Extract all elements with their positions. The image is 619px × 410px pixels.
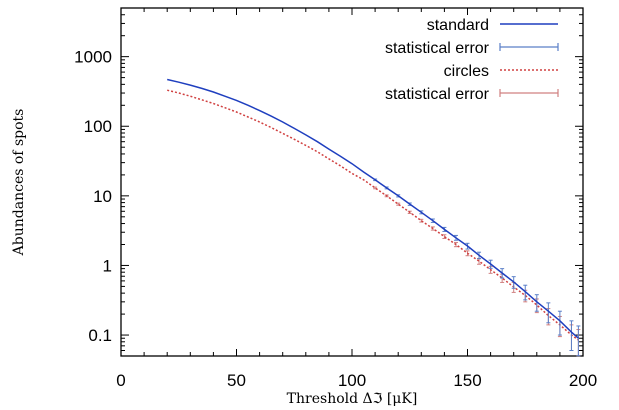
axis-ticks: 0 50 100 150 200 0.1 1 10 100 1000 — [74, 8, 597, 390]
x-tick-label: 200 — [569, 371, 597, 390]
y-tick-label: 1 — [103, 256, 112, 275]
y-tick-label: 10 — [93, 187, 112, 206]
legend-label-standard: standard — [427, 17, 489, 34]
x-axis-label: Threshold Δℑ [μK] — [287, 391, 418, 407]
y-axis-label: Abundances of spots — [11, 109, 27, 257]
x-tick-label: 150 — [453, 371, 481, 390]
series-line — [167, 78, 579, 339]
legend-label-standard-error: statistical error — [385, 40, 490, 57]
x-tick-label: 100 — [338, 371, 366, 390]
y-tick-label: 1000 — [74, 48, 112, 67]
series-standard — [167, 78, 581, 357]
legend-swatch-standard-error — [499, 43, 559, 51]
plot-frame — [120, 7, 584, 357]
legend-swatch-circles-error — [499, 89, 559, 97]
x-tick-label: 50 — [227, 371, 246, 390]
y-tick-label: 100 — [84, 117, 112, 136]
legend-label-circles: circles — [444, 63, 489, 80]
series-circles — [167, 89, 581, 357]
x-tick-label: 0 — [116, 371, 125, 390]
series-line — [167, 89, 579, 341]
series-layer — [167, 78, 581, 357]
legend-label-circles-error: statistical error — [385, 86, 490, 103]
y-tick-label: 0.1 — [88, 326, 112, 345]
legend: standard statistical error circles stati… — [385, 17, 559, 103]
